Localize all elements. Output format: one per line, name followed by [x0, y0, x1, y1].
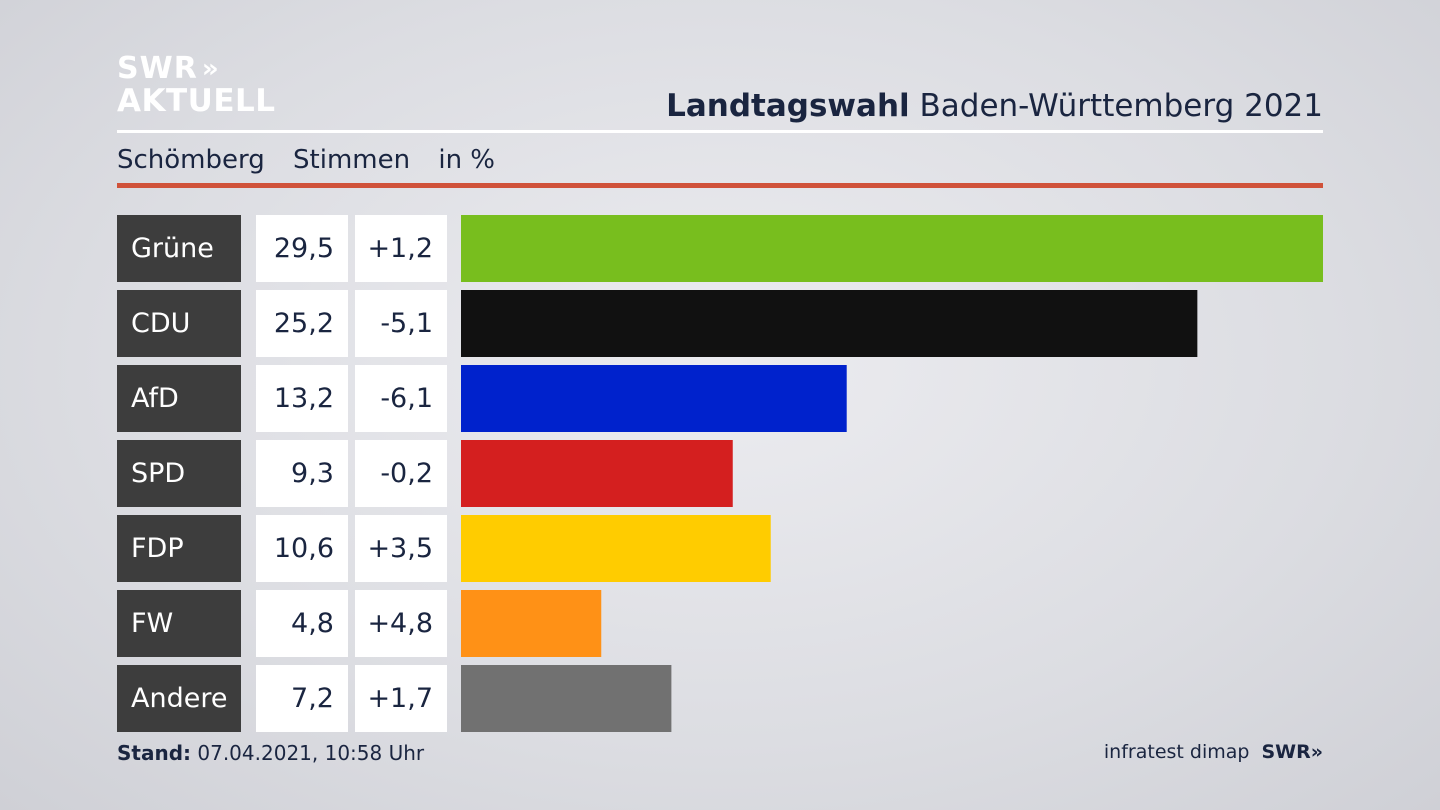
change-box-afd — [355, 365, 447, 432]
vote-share-box-spd — [256, 440, 348, 507]
change-label-andere: +1,7 — [367, 683, 433, 714]
vote-share-box-gr-ne — [256, 215, 348, 282]
change-box-fw — [355, 590, 447, 657]
vote-share-box-cdu — [256, 290, 348, 357]
party-label-box-gr-ne — [117, 215, 241, 282]
source-credit: infratest dimap SWR» — [1104, 741, 1323, 763]
vote-share-box-fdp — [256, 515, 348, 582]
party-label-afd: AfD — [131, 383, 179, 414]
party-label-gr-ne: Grüne — [131, 233, 214, 264]
accent-divider — [117, 183, 1323, 188]
party-label-box-fdp — [117, 515, 241, 582]
bar-spd — [461, 440, 733, 507]
bar-fdp — [461, 515, 771, 582]
party-label-andere: Andere — [131, 683, 227, 714]
party-label-box-andere — [117, 665, 241, 732]
bar-andere — [461, 665, 672, 732]
vote-share-label-spd: 9,3 — [291, 458, 334, 489]
change-label-afd: -6,1 — [380, 383, 433, 414]
vote-share-label-fw: 4,8 — [291, 608, 334, 639]
bar-fw — [461, 590, 602, 657]
subtitle: Schömberg Stimmen in % — [117, 145, 515, 175]
change-box-fdp — [355, 515, 447, 582]
source-label: infratest dimap — [1103, 741, 1250, 763]
vote-share-label-gr-ne: 29,5 — [274, 233, 334, 264]
subtitle-place: Schömberg — [117, 145, 265, 175]
page-title: Landtagswahl Baden-Württemberg 2021 — [666, 88, 1323, 124]
subtitle-unit: in % — [438, 145, 496, 175]
subtitle-measure: Stimmen — [293, 145, 411, 175]
change-label-fdp: +3,5 — [367, 533, 433, 564]
vote-share-box-andere — [256, 665, 348, 732]
party-label-cdu: CDU — [131, 308, 190, 339]
logo-chevron-icon: » — [201, 54, 219, 84]
stand-value: 07.04.2021, 10:58 Uhr — [197, 741, 425, 765]
results-bar-chart: Grüne 29,5 +1,2 CDU 25,2 -5,1 AfD 13,2 -6,1 SPD 9,… — [117, 215, 1323, 732]
timestamp: Stand: 07.04.2021, 10:58 Uhr — [117, 741, 424, 765]
party-label-box-fw — [117, 590, 241, 657]
vote-share-label-andere: 7,2 — [291, 683, 334, 714]
party-label-spd: SPD — [131, 458, 185, 489]
bar-cdu — [461, 290, 1198, 357]
change-box-andere — [355, 665, 447, 732]
title-rest: Baden-Württemberg 2021 — [919, 88, 1323, 124]
vote-share-box-afd — [256, 365, 348, 432]
party-label-box-cdu — [117, 290, 241, 357]
change-label-cdu: -5,1 — [380, 308, 433, 339]
change-label-gr-ne: +1,2 — [367, 233, 433, 264]
bar-gr-ne — [461, 215, 1323, 282]
change-label-fw: +4,8 — [367, 608, 433, 639]
bar-afd — [461, 365, 847, 432]
party-label-box-spd — [117, 440, 241, 507]
vote-share-label-afd: 13,2 — [274, 383, 334, 414]
logo-line1: SWR — [117, 51, 198, 86]
vote-share-box-fw — [256, 590, 348, 657]
title-bold: Landtagswahl — [666, 88, 910, 124]
vote-share-label-fdp: 10,6 — [274, 533, 334, 564]
swr-aktuell-logo: SWR» AKTUELL — [117, 54, 276, 117]
party-label-fw: FW — [131, 608, 173, 639]
stand-label: Stand: — [117, 741, 192, 765]
change-box-spd — [355, 440, 447, 507]
change-box-cdu — [355, 290, 447, 357]
change-box-gr-ne — [355, 215, 447, 282]
party-label-box-afd — [117, 365, 241, 432]
party-label-fdp: FDP — [131, 533, 184, 564]
change-label-spd: -0,2 — [380, 458, 433, 489]
header-divider — [117, 130, 1323, 133]
vote-share-label-cdu: 25,2 — [274, 308, 334, 339]
logo-line2: AKTUELL — [117, 83, 276, 119]
swr-brand-logo: SWR» — [1261, 741, 1323, 763]
